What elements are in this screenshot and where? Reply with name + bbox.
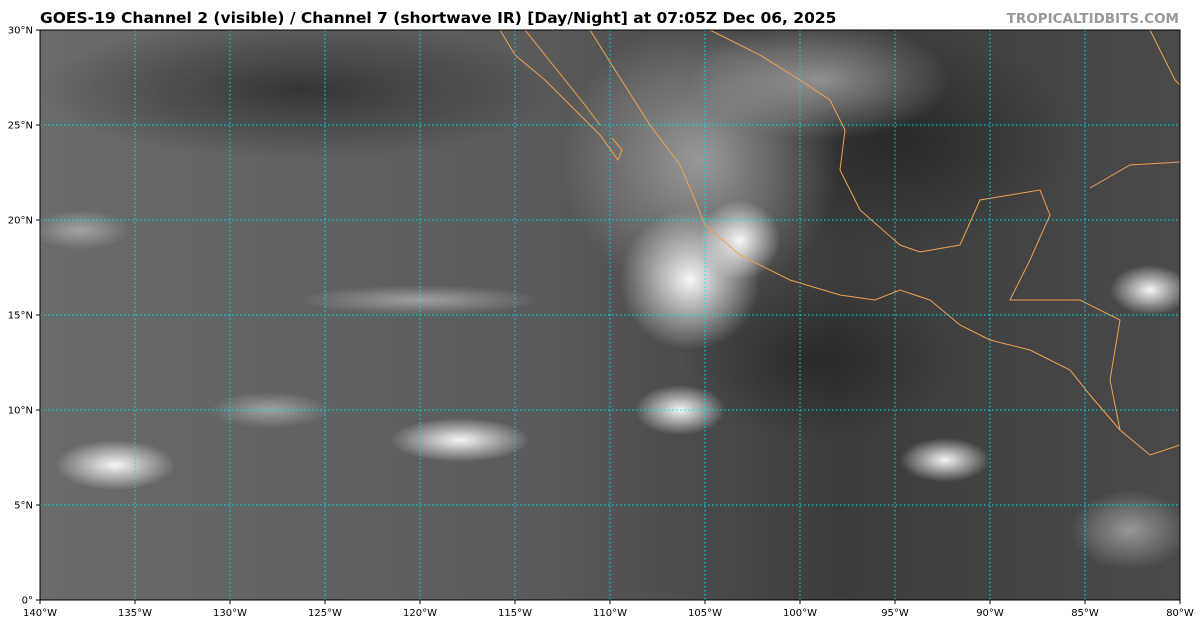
lat-label: 25°N xyxy=(8,121,33,132)
lon-label: 80°W xyxy=(1166,608,1194,619)
map-title: GOES-19 Channel 2 (visible) / Channel 7 … xyxy=(40,9,837,27)
lat-label: 15°N xyxy=(8,311,33,322)
lat-label: 0° xyxy=(22,596,33,607)
baja-west-coast xyxy=(499,30,623,162)
lon-label: 100°W xyxy=(783,608,817,619)
coastlines xyxy=(499,30,1180,456)
lon-label: 105°W xyxy=(688,608,722,619)
graticule xyxy=(40,30,1180,600)
gulf-coast xyxy=(709,30,1121,431)
lon-label: 130°W xyxy=(213,608,247,619)
lat-label: 20°N xyxy=(8,216,33,227)
lon-label: 120°W xyxy=(403,608,437,619)
lon-label: 95°W xyxy=(881,608,909,619)
lon-label: 135°W xyxy=(118,608,152,619)
lon-label: 90°W xyxy=(976,608,1004,619)
baja-east-coast xyxy=(524,30,601,126)
lon-label: 85°W xyxy=(1071,608,1099,619)
mexico-pacific-coast xyxy=(589,30,1180,456)
lon-label: 140°W xyxy=(23,608,57,619)
lon-label: 110°W xyxy=(593,608,627,619)
brand-watermark: TROPICALTIDBITS.COM xyxy=(1006,11,1179,27)
cuba-coast xyxy=(1089,161,1180,189)
lat-label: 10°N xyxy=(8,406,33,417)
lon-label: 125°W xyxy=(308,608,342,619)
lon-label: 115°W xyxy=(498,608,532,619)
lat-label: 30°N xyxy=(8,26,33,37)
lat-label: 5°N xyxy=(14,501,33,512)
florida-coast xyxy=(1149,30,1180,86)
